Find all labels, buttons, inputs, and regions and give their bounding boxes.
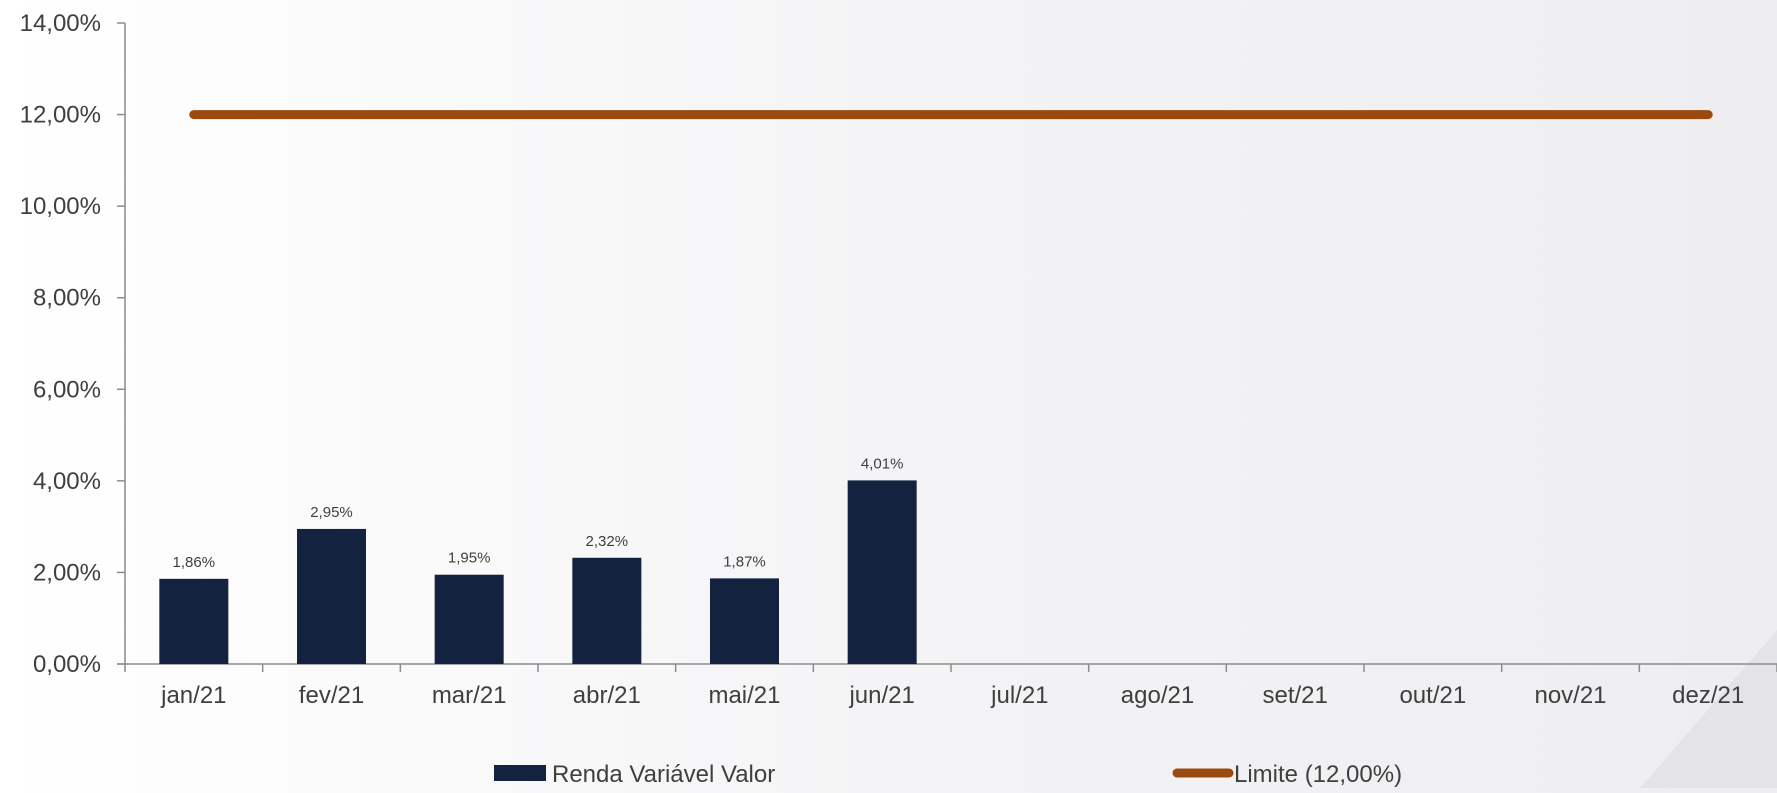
y-tick-label: 6,00%: [33, 376, 101, 403]
x-tick-label: jul/21: [990, 682, 1048, 709]
x-tick-label: jan/21: [160, 682, 226, 709]
y-tick-label: 0,00%: [33, 651, 101, 678]
y-tick-label: 2,00%: [33, 559, 101, 586]
bar-data-label: 2,32%: [586, 533, 629, 550]
bar-jan-21: [159, 578, 229, 664]
legend: Renda Variável Valor Limite (12,00%): [494, 761, 1402, 788]
legend-label-bar: Renda Variável Valor: [552, 761, 775, 788]
data-labels-group: 1,86% 2,95% 1,95% 2,32% 1,87% 4,01%: [173, 455, 904, 570]
x-tick-label: set/21: [1262, 682, 1327, 709]
bar-mai-21: [710, 578, 779, 664]
bar-abr-21: [572, 557, 642, 664]
legend-label-line: Limite (12,00%): [1234, 761, 1402, 788]
bar-data-label: 4,01%: [861, 455, 904, 472]
bar-data-label: 2,95%: [310, 504, 353, 521]
y-tick-label: 8,00%: [33, 285, 101, 312]
bar-data-label: 1,87%: [723, 553, 766, 570]
x-tick-label: nov/21: [1534, 682, 1606, 709]
y-tick-label: 12,00%: [20, 102, 101, 129]
x-tick-label: mar/21: [432, 682, 507, 709]
bar-jun-21: [847, 480, 917, 664]
x-tick-label: fev/21: [299, 682, 364, 709]
x-tick-label: dez/21: [1672, 682, 1744, 709]
x-tick-label: ago/21: [1121, 682, 1194, 709]
bar-fev-21: [297, 528, 366, 664]
decorative-corner-shape: [1640, 630, 1777, 788]
y-tick-label: 14,00%: [20, 10, 101, 37]
x-tick-label: out/21: [1399, 682, 1466, 709]
y-tick-label: 4,00%: [33, 468, 101, 495]
bar-mar-21: [434, 574, 504, 664]
bar-data-label: 1,86%: [173, 554, 216, 571]
bars-group: [159, 480, 917, 664]
x-tick-label: jun/21: [848, 682, 914, 709]
legend-bar-swatch: [494, 765, 546, 781]
axes-group: 0,00% 2,00% 4,00% 6,00% 8,00% 10,00% 12,00% 14,…: [20, 10, 1777, 709]
y-tick-label: 10,00%: [20, 193, 101, 220]
bar-data-label: 1,95%: [448, 550, 491, 567]
x-tick-label: mai/21: [708, 682, 780, 709]
x-tick-label: abr/21: [573, 682, 641, 709]
